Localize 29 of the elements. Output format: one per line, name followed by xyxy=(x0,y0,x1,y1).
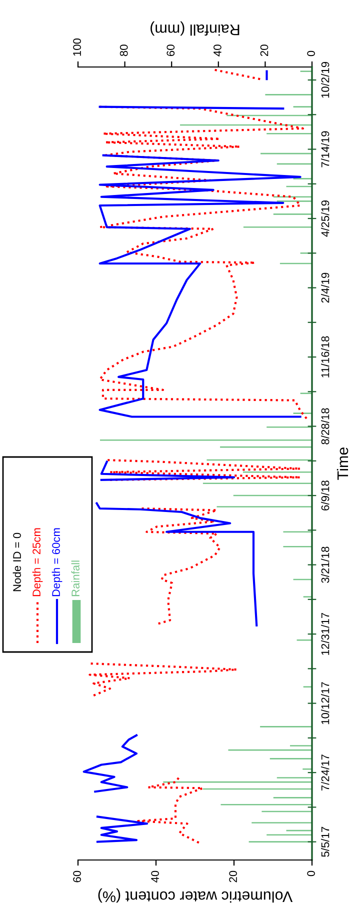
x2-tick-label: 0 xyxy=(307,50,315,56)
x2-tick-label: 40 xyxy=(214,44,222,56)
y-tick-label: 5/5/17 xyxy=(321,826,330,857)
y-axis-title: Time xyxy=(336,447,348,480)
text: Depth = 25cm xyxy=(32,528,43,596)
x2-tick-label: 80 xyxy=(120,44,128,56)
text: Rainfall xyxy=(71,560,80,596)
y-tick-label: 11/16/18 xyxy=(321,336,330,378)
y-tick-label: 6/9/18 xyxy=(321,480,330,510)
y-tick-label: 7/24/17 xyxy=(321,754,330,791)
x-tick-label: 40 xyxy=(151,870,159,883)
y-tick-label: 7/14/19 xyxy=(321,131,330,168)
y-tick-label: 10/2/19 xyxy=(321,62,330,98)
x2-tick-label: 100 xyxy=(73,38,81,56)
legend-title: Node ID = 0 xyxy=(12,532,21,592)
x-tick-label: 60 xyxy=(73,870,81,882)
x-axis-title: Volumetric water content (%) xyxy=(98,888,293,903)
x-tick-label: 20 xyxy=(229,870,237,882)
y-tick-label: 4/25/19 xyxy=(321,200,330,237)
x-tick-label: 0 xyxy=(307,870,315,876)
x2-axis-title: Rainfall (mm) xyxy=(150,21,240,36)
x2-tick-label: 20 xyxy=(260,44,268,56)
y-tick-label: 10/12/17 xyxy=(321,682,330,724)
y-tick-label: 8/28/18 xyxy=(321,408,330,444)
y-tick-label: 12/31/17 xyxy=(321,612,330,655)
y-tick-label: 3/21/18 xyxy=(321,546,330,583)
y-tick-label: 2/4/19 xyxy=(321,272,330,303)
x2-tick-label: 60 xyxy=(166,44,175,56)
text: Depth = 60cm xyxy=(52,528,62,596)
